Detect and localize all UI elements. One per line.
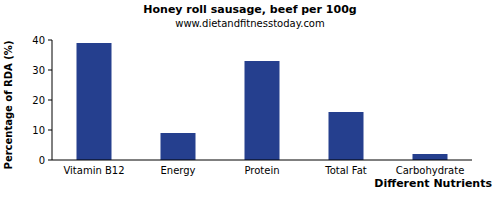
y-tick: [48, 100, 52, 101]
title: Honey roll sausage, beef per 100g: [143, 3, 356, 16]
bar: [329, 112, 364, 160]
x-tick-label: Carbohydrate: [396, 165, 465, 176]
x-tick-label: Vitamin B12: [63, 165, 124, 176]
x-tick-label: Energy: [160, 165, 195, 176]
x-tick-label: Total Fat: [324, 165, 366, 176]
y-tick-label: 40: [32, 35, 45, 46]
bar: [161, 133, 196, 160]
y-tick-label: 30: [32, 65, 45, 76]
y-axis-label: Percentage of RDA (%): [3, 41, 14, 170]
y-tick-label: 10: [32, 125, 45, 136]
subtitle: www.dietandfitnesstoday.com: [175, 18, 324, 29]
y-tick: [48, 130, 52, 131]
x-tick-label: Protein: [244, 165, 279, 176]
bar: [77, 43, 112, 160]
y-tick: [48, 160, 52, 161]
x-axis-label: Different Nutrients: [374, 177, 492, 190]
chart: Honey roll sausage, beef per 100g www.die…: [0, 0, 500, 200]
y-tick-label: 0: [39, 155, 45, 166]
x-axis: [52, 160, 472, 161]
bar: [413, 154, 448, 160]
bars: [77, 43, 448, 160]
y-tick: [48, 40, 52, 41]
y-tick: [48, 70, 52, 71]
bar: [245, 61, 280, 160]
y-tick-label: 20: [32, 95, 45, 106]
